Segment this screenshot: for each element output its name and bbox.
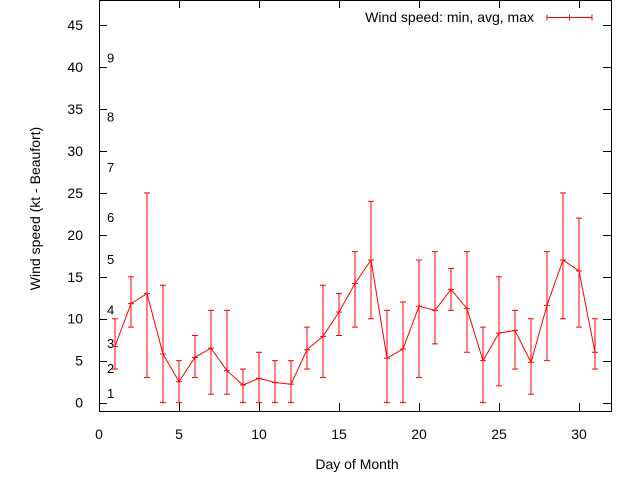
y-tick-label: 20 xyxy=(67,227,83,243)
beaufort-label: 1 xyxy=(107,386,114,401)
y-tick-label: 35 xyxy=(67,101,83,117)
y-axis-title: Wind speed (kt - Beaufort) xyxy=(27,127,43,290)
legend-label: Wind speed: min, avg, max xyxy=(365,9,534,25)
y-tick-label: 25 xyxy=(67,185,83,201)
y-tick-label: 45 xyxy=(67,17,83,33)
y-tick-label: 15 xyxy=(67,269,83,285)
y-tick-label: 40 xyxy=(67,59,83,75)
y-tick-label: 10 xyxy=(67,311,83,327)
beaufort-label: 3 xyxy=(107,336,114,351)
x-tick-label: 5 xyxy=(175,426,183,442)
beaufort-label: 9 xyxy=(107,51,114,66)
beaufort-label: 5 xyxy=(107,252,114,267)
y-tick-label: 5 xyxy=(75,353,83,369)
y-tick-label: 30 xyxy=(67,143,83,159)
beaufort-label: 4 xyxy=(107,302,114,317)
x-tick-label: 10 xyxy=(251,426,267,442)
x-tick-label: 15 xyxy=(331,426,347,442)
error-bars xyxy=(112,192,598,404)
beaufort-scale-labels: 1 2 3 4 5 6 7 8 9 xyxy=(107,51,114,402)
x-axis-ticks: 0 5 10 15 20 25 30 xyxy=(95,0,587,442)
plot-frame xyxy=(99,0,612,412)
beaufort-label: 8 xyxy=(107,109,114,124)
legend: Wind speed: min, avg, max xyxy=(365,9,593,25)
beaufort-label: 2 xyxy=(107,361,114,376)
beaufort-label: 7 xyxy=(107,160,114,175)
x-axis-title: Day of Month xyxy=(315,456,398,472)
x-tick-label: 30 xyxy=(571,426,587,442)
beaufort-label: 6 xyxy=(107,210,114,225)
x-tick-label: 0 xyxy=(95,426,103,442)
avg-line-group xyxy=(112,258,598,386)
y-tick-label: 0 xyxy=(75,395,83,411)
x-tick-label: 25 xyxy=(491,426,507,442)
x-tick-label: 20 xyxy=(411,426,427,442)
